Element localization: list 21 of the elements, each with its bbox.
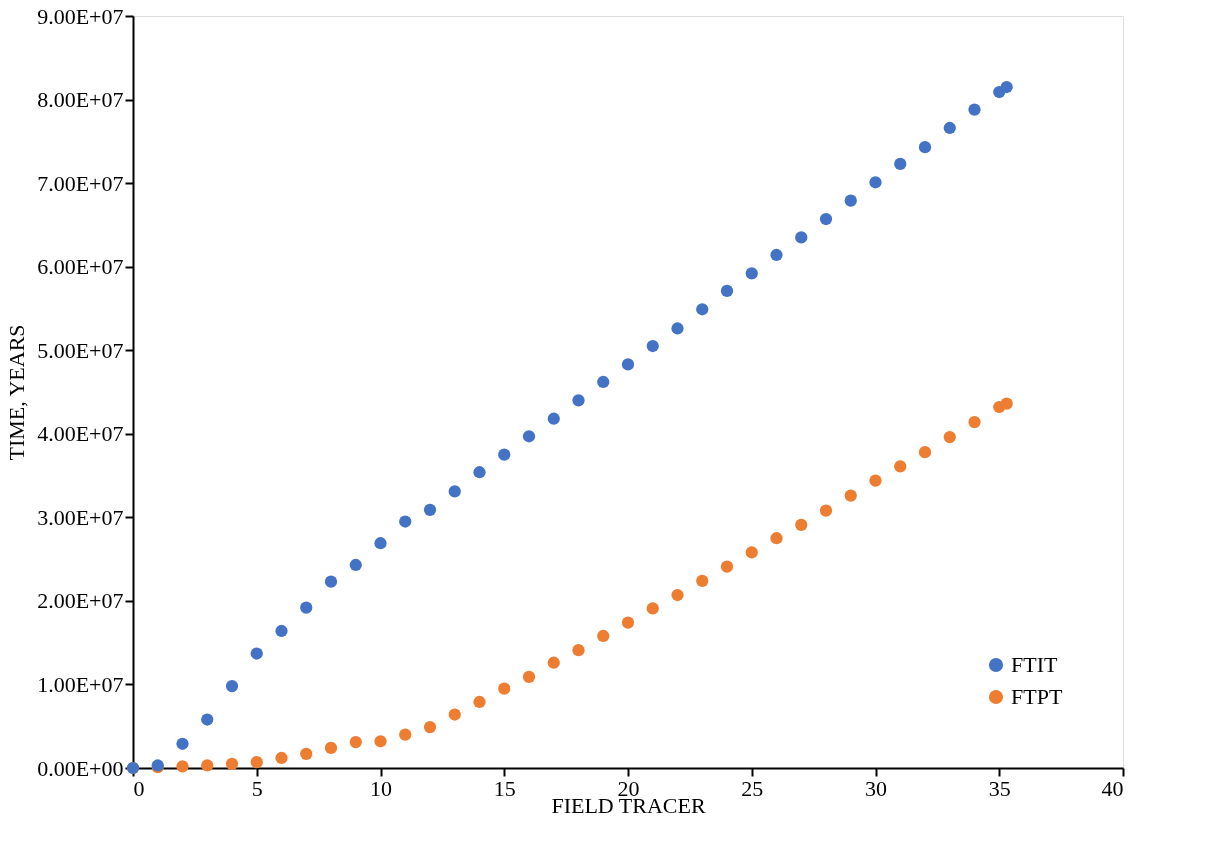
y-tick-label: 3.00E+07	[37, 504, 124, 530]
legend-label: FTIT	[1011, 652, 1058, 677]
x-tick-label: 10	[370, 775, 392, 801]
y-tick-label: 2.00E+07	[37, 588, 124, 614]
x-tick-label: 30	[865, 775, 887, 801]
y-tick-label: 0.00E+00	[37, 755, 124, 781]
x-tick-label: 40	[1101, 775, 1124, 801]
x-tick-label: 35	[988, 775, 1011, 801]
x-tick-label: 5	[251, 775, 263, 801]
y-tick-label: 9.00E+07	[37, 3, 124, 29]
y-tick-label: 6.00E+07	[37, 254, 124, 280]
y-axis-title: TIME, YEARS	[4, 324, 30, 461]
y-tick-label: 8.00E+07	[37, 87, 124, 113]
y-tick-label: 5.00E+07	[37, 337, 124, 363]
y-tick-label: 4.00E+07	[37, 421, 124, 447]
x-tick-label: 0	[133, 775, 145, 801]
y-tick-label: 1.00E+07	[37, 671, 124, 697]
x-tick-label: 15	[493, 775, 516, 801]
y-tick-label: 7.00E+07	[37, 170, 124, 196]
x-tick-label: 25	[741, 775, 764, 801]
legend-label: FTPT	[1011, 684, 1063, 709]
